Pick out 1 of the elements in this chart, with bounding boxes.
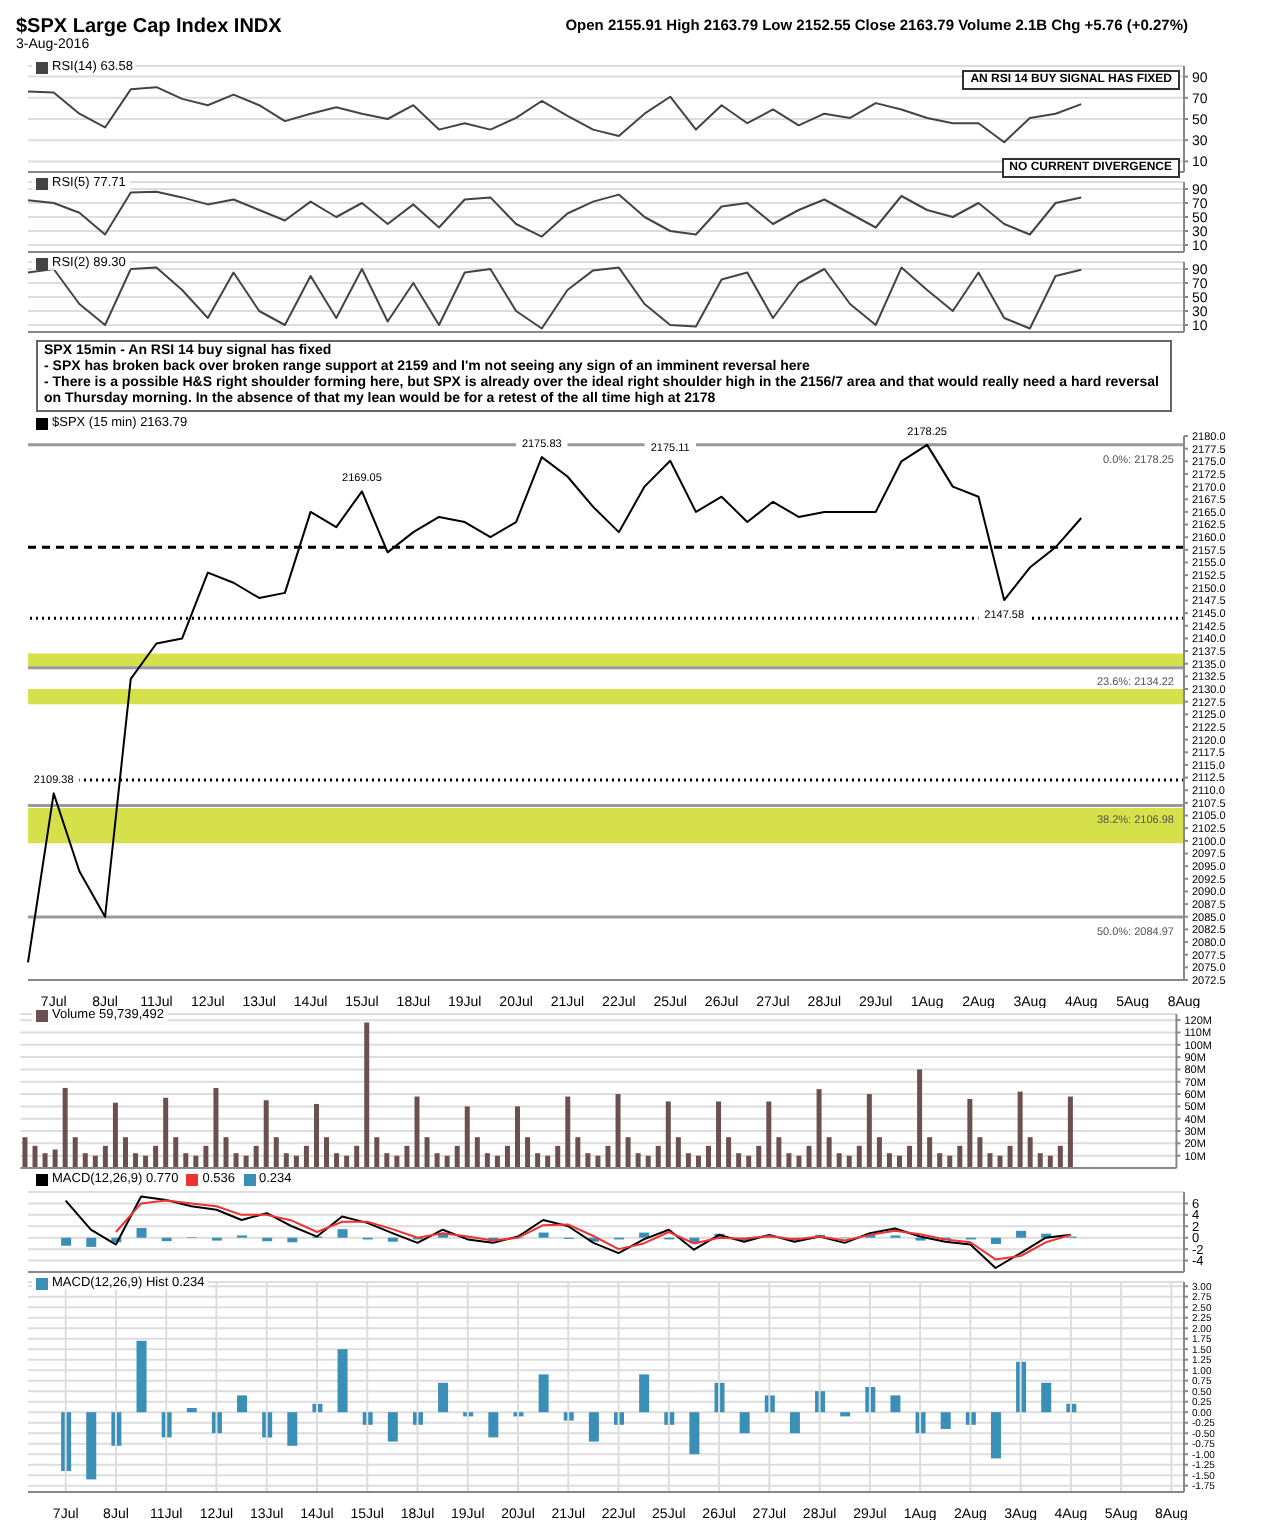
chart-title: $SPX Large Cap Index INDX — [16, 16, 282, 38]
